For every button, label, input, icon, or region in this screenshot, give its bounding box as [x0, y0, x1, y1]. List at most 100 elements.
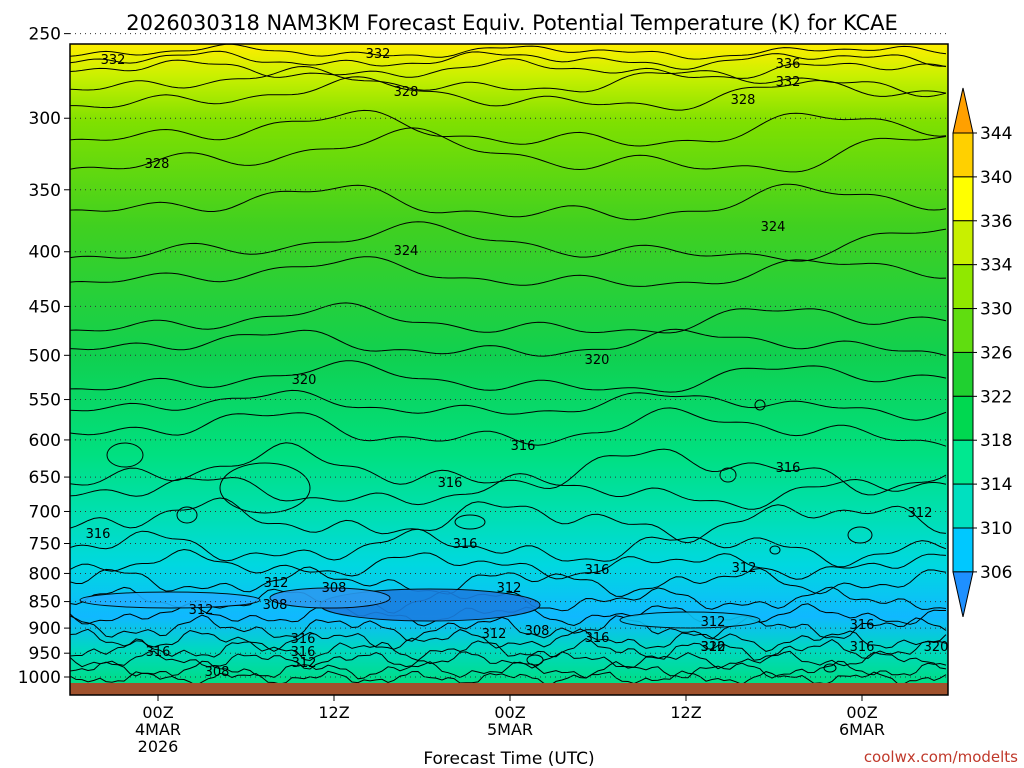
x-axis-label: Forecast Time (UTC): [423, 749, 594, 768]
colorbar-label: 340: [980, 168, 1012, 188]
contour-line: [70, 442, 947, 496]
y-tick-label: 350: [29, 181, 61, 201]
closed-contour: [526, 654, 544, 666]
chart-title: 2026030318 NAM3KM Forecast Equiv. Potent…: [126, 11, 898, 35]
x-tick-label: 4MAR: [135, 720, 181, 739]
contour-line: [70, 256, 947, 287]
contour-label: 324: [761, 220, 786, 235]
closed-contour: [454, 514, 486, 530]
contour-label: 312: [264, 576, 289, 591]
contour-label: 312: [701, 615, 726, 630]
contour-line: [70, 183, 947, 221]
colorbar-label: 344: [980, 124, 1012, 144]
y-tick-label: 750: [29, 534, 61, 554]
contour-line: [70, 660, 947, 680]
colorbar-label: 314: [980, 475, 1012, 495]
contour-patch: [619, 611, 761, 629]
closed-contour: [176, 506, 198, 524]
colorbar-label: 336: [980, 212, 1012, 232]
x-tick-label: 12Z: [318, 703, 349, 722]
contour-patch: [269, 587, 391, 609]
y-tick-label: 850: [29, 593, 61, 613]
field-background: [70, 44, 948, 695]
contour-label: 316: [291, 632, 316, 647]
y-axis-ticks: 250 300 350 400 450 500 550 600 650 700 750 800 850 9…: [18, 25, 70, 688]
contour-line: [70, 638, 947, 662]
colorbar-segment: [952, 220, 974, 266]
contour-labels: 332 3323363323283283283243243203203163163…: [86, 47, 949, 680]
y-tick-label: 600: [29, 431, 61, 451]
contour-label: 308: [205, 665, 230, 680]
contour-patch: [79, 591, 261, 609]
y-tick-label: 550: [29, 391, 61, 411]
x-tick-label: 00Z: [142, 703, 173, 722]
contour-label: 320: [292, 373, 317, 388]
x-tick-label: 12Z: [670, 703, 701, 722]
contour-label: 312: [189, 603, 214, 618]
contour-label: 328: [145, 157, 170, 172]
colorbar-label: 334: [980, 256, 1012, 276]
contour-line: [70, 497, 947, 544]
contour-label: 332: [776, 75, 801, 90]
contour-label: 308: [322, 581, 347, 596]
contour-label: 316: [850, 618, 875, 633]
contour-label: 316: [291, 645, 316, 660]
contour-label: 316: [776, 461, 801, 476]
contour-label: 332: [101, 53, 126, 68]
contour-line: [70, 628, 947, 652]
colorbar-segment: [952, 132, 974, 178]
colorbar-label: 306: [980, 563, 1012, 583]
y-tick-label: 250: [29, 25, 61, 45]
contour-label: 320: [585, 353, 610, 368]
closed-contour: [719, 467, 737, 483]
contour-lines: [70, 44, 947, 687]
y-tick-label: 700: [29, 502, 61, 522]
contour-label: 312: [497, 581, 522, 596]
ground-strip: [70, 683, 948, 695]
contour-label: 316: [438, 476, 463, 491]
contour-line: [70, 360, 947, 393]
y-tick-label: 900: [29, 619, 61, 639]
contour-line: [70, 302, 947, 334]
colorbar-segment: [952, 527, 974, 573]
y-tick-label: 1000: [18, 668, 61, 688]
plot-frame: [69, 43, 949, 696]
contour-line: [70, 548, 947, 580]
x-tick-label: 00Z: [494, 703, 525, 722]
contour-label: 312: [482, 627, 507, 642]
closed-contour: [769, 545, 781, 555]
y-tick-label: 800: [29, 564, 61, 584]
colorbar-segment: [952, 308, 974, 353]
contour-line: [70, 50, 946, 70]
y-tick-label: 450: [29, 297, 61, 317]
y-tick-label: 500: [29, 346, 61, 366]
contour-line: [70, 586, 947, 614]
contour-line: [70, 328, 947, 357]
y-tick-label: 950: [29, 644, 61, 664]
contour-label: 308: [263, 598, 288, 613]
colorbar-bottom-arrow: [952, 571, 974, 617]
x-tick-label: 2026: [138, 737, 179, 756]
contour-line: [70, 65, 947, 98]
colorbar-label: 318: [980, 431, 1012, 451]
contour-label: 312: [292, 656, 317, 671]
closed-contour: [823, 663, 837, 673]
x-tick-label: 5MAR: [487, 720, 533, 739]
contour-line: [70, 407, 947, 447]
colorbar-segment: [952, 351, 974, 397]
contour-label: 308: [525, 624, 550, 639]
colorbar-segment: [952, 264, 974, 310]
contour-line: [70, 58, 947, 79]
colorbar-top-arrow: [952, 87, 974, 134]
contour-line: [70, 614, 947, 642]
contour-line: [70, 389, 947, 421]
contour-label: 316: [86, 527, 111, 542]
y-tick-label: 400: [29, 243, 61, 263]
contour-label: 320: [701, 640, 726, 655]
colorbar-segment: [952, 176, 974, 222]
credit-text: coolwx.com/modelts: [864, 748, 1018, 766]
colorbar-label: 326: [980, 343, 1012, 363]
contour-line: [70, 473, 947, 510]
